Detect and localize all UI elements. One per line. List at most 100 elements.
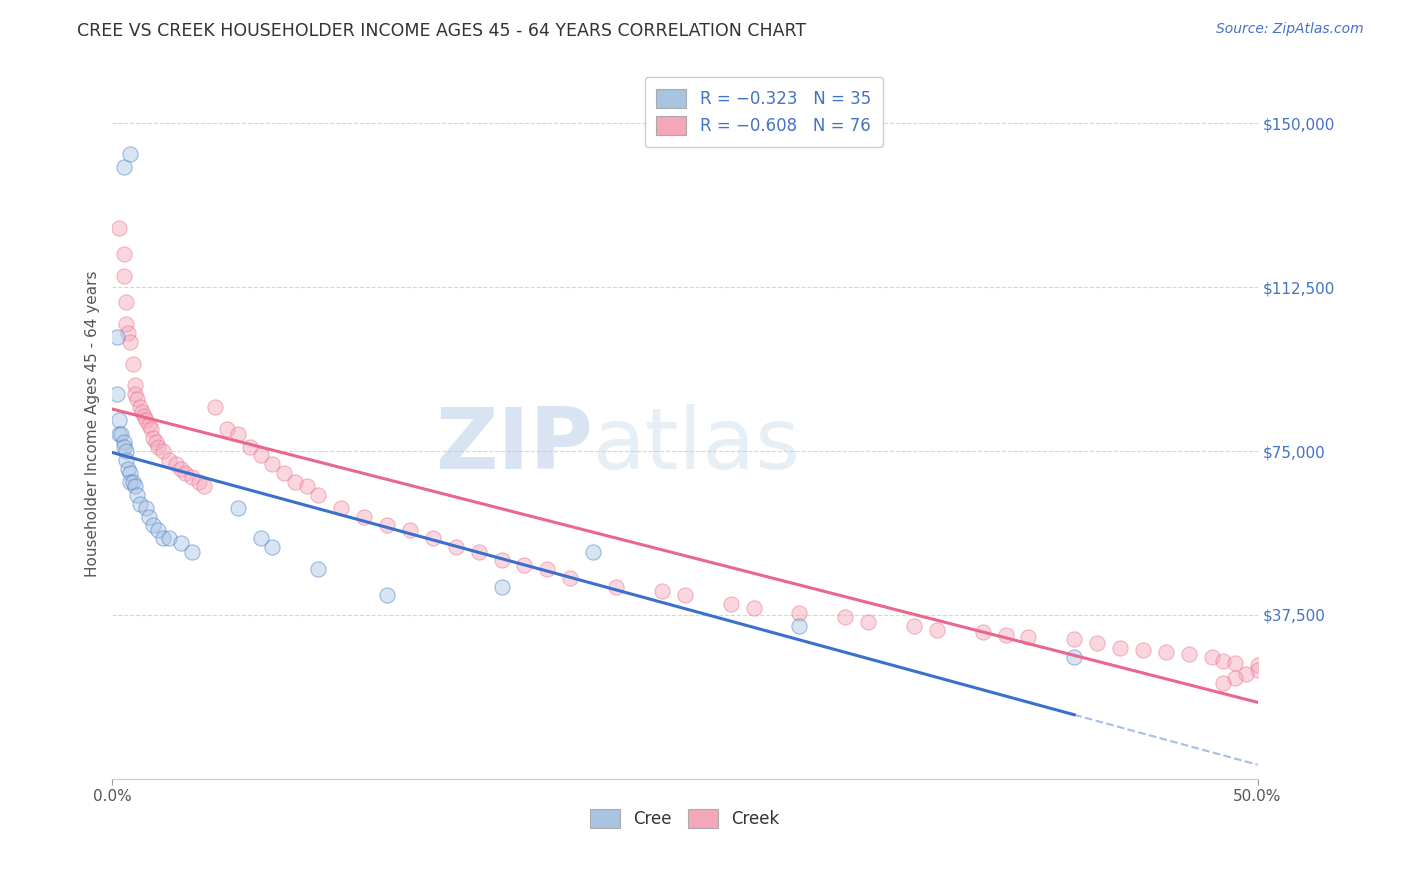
- Point: [112, 440, 135, 454]
- Text: atlas: atlas: [593, 403, 801, 486]
- Point: [1246, 658, 1268, 673]
- Point: [135, 500, 157, 515]
- Point: [1109, 640, 1132, 655]
- Point: [105, 387, 128, 401]
- Point: [1201, 649, 1223, 664]
- Point: [139, 422, 162, 436]
- Point: [467, 544, 489, 558]
- Point: [117, 461, 139, 475]
- Point: [108, 221, 131, 235]
- Point: [536, 562, 558, 576]
- Point: [112, 247, 135, 261]
- Point: [422, 532, 444, 546]
- Point: [115, 452, 138, 467]
- Point: [238, 440, 260, 454]
- Point: [789, 606, 811, 620]
- Point: [193, 479, 215, 493]
- Point: [127, 392, 149, 406]
- Point: [925, 624, 948, 638]
- Point: [121, 475, 143, 489]
- Text: CREE VS CREEK HOUSEHOLDER INCOME AGES 45 - 64 YEARS CORRELATION CHART: CREE VS CREEK HOUSEHOLDER INCOME AGES 45…: [77, 22, 807, 40]
- Point: [181, 470, 204, 484]
- Point: [115, 318, 138, 332]
- Point: [124, 378, 146, 392]
- Point: [174, 466, 197, 480]
- Point: [375, 588, 398, 602]
- Point: [582, 544, 605, 558]
- Point: [142, 431, 165, 445]
- Point: [226, 500, 249, 515]
- Point: [720, 597, 742, 611]
- Point: [375, 518, 398, 533]
- Point: [115, 444, 138, 458]
- Point: [1223, 656, 1246, 670]
- Point: [204, 401, 226, 415]
- Text: Source: ZipAtlas.com: Source: ZipAtlas.com: [1216, 22, 1364, 37]
- Point: [307, 488, 329, 502]
- Y-axis label: Householder Income Ages 45 - 64 years: Householder Income Ages 45 - 64 years: [86, 270, 100, 577]
- Point: [165, 457, 187, 471]
- Point: [1223, 672, 1246, 686]
- Point: [112, 269, 135, 284]
- Point: [117, 326, 139, 340]
- Point: [146, 523, 169, 537]
- Point: [262, 457, 284, 471]
- Point: [903, 619, 925, 633]
- Point: [157, 452, 180, 467]
- Point: [994, 627, 1017, 641]
- Point: [742, 601, 765, 615]
- Point: [110, 426, 132, 441]
- Point: [307, 562, 329, 576]
- Point: [1017, 630, 1039, 644]
- Point: [170, 536, 193, 550]
- Point: [138, 417, 160, 432]
- Point: [491, 580, 513, 594]
- Point: [834, 610, 856, 624]
- Point: [513, 558, 536, 572]
- Point: [142, 518, 165, 533]
- Point: [120, 146, 142, 161]
- Point: [262, 540, 284, 554]
- Point: [651, 583, 673, 598]
- Point: [138, 509, 160, 524]
- Point: [226, 426, 249, 441]
- Point: [273, 466, 295, 480]
- Point: [157, 532, 180, 546]
- Point: [284, 475, 307, 489]
- Point: [131, 405, 153, 419]
- Point: [128, 496, 150, 510]
- Point: [120, 475, 142, 489]
- Point: [856, 615, 879, 629]
- Point: [1063, 632, 1085, 646]
- Point: [560, 571, 582, 585]
- Point: [444, 540, 467, 554]
- Point: [215, 422, 238, 436]
- Point: [121, 357, 143, 371]
- Point: [1132, 643, 1154, 657]
- Point: [170, 461, 193, 475]
- Point: [108, 426, 131, 441]
- Point: [135, 413, 157, 427]
- Point: [120, 334, 142, 349]
- Point: [1234, 667, 1257, 681]
- Point: [124, 479, 146, 493]
- Text: ZIP: ZIP: [436, 403, 593, 486]
- Point: [1063, 649, 1085, 664]
- Point: [181, 544, 204, 558]
- Point: [1246, 663, 1268, 677]
- Point: [353, 509, 375, 524]
- Point: [127, 488, 149, 502]
- Point: [250, 449, 273, 463]
- Point: [673, 588, 696, 602]
- Point: [491, 553, 513, 567]
- Point: [120, 466, 142, 480]
- Point: [250, 532, 273, 546]
- Point: [295, 479, 318, 493]
- Point: [112, 435, 135, 450]
- Point: [188, 475, 211, 489]
- Point: [145, 435, 167, 450]
- Point: [112, 160, 135, 174]
- Point: [399, 523, 422, 537]
- Point: [134, 409, 156, 423]
- Point: [1085, 636, 1108, 650]
